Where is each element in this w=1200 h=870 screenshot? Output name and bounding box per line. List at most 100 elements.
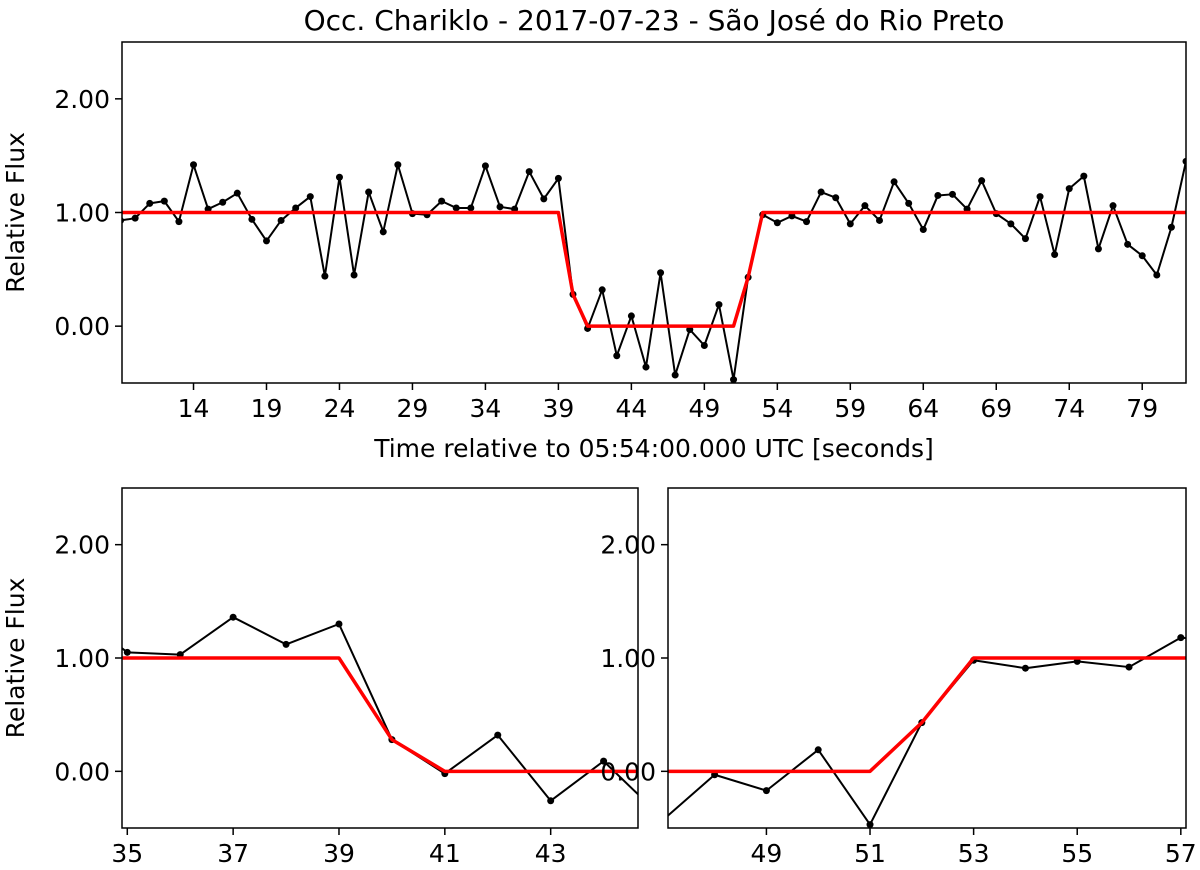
data-point — [600, 757, 608, 765]
axes-frame — [121, 487, 639, 829]
chart-title: Occ. Chariklo - 2017-07-23 - São José do… — [304, 4, 1005, 37]
y-tick-label: 0.00 — [600, 757, 656, 786]
y-tick-label: 1.00 — [600, 644, 656, 673]
data-point — [175, 218, 183, 226]
data-point — [292, 204, 300, 212]
data-point — [262, 237, 270, 245]
x-tick-label: 69 — [980, 394, 1012, 423]
data-point — [1177, 634, 1185, 642]
data-point — [494, 731, 502, 739]
data-point — [71, 608, 78, 615]
data-point — [659, 817, 666, 824]
data-point — [890, 178, 898, 186]
data-point — [481, 162, 489, 170]
data-point — [657, 269, 665, 277]
data-point — [1094, 245, 1102, 253]
data-point — [335, 173, 343, 181]
y-tick-label: 2.00 — [54, 531, 110, 560]
axes-frame — [667, 487, 1187, 829]
data-point — [229, 613, 237, 621]
data-point — [875, 216, 883, 224]
data-point — [306, 193, 314, 201]
data-point — [934, 191, 942, 199]
data-point — [277, 216, 285, 224]
data-point — [1138, 252, 1146, 260]
data-point — [642, 363, 650, 371]
plot-area — [659, 634, 1186, 828]
data-point — [613, 352, 621, 360]
x-tick-label: 49 — [751, 839, 783, 868]
data-point — [1065, 185, 1073, 193]
data-point — [554, 174, 562, 182]
y-tick-label: 2.00 — [54, 85, 110, 114]
x-tick-label: 19 — [251, 394, 283, 423]
data-point — [146, 199, 154, 207]
x-tick-label: 43 — [535, 839, 567, 868]
data-point — [1109, 202, 1117, 210]
data-point — [627, 312, 635, 320]
panel: 0.00 1.00 2.00 35 37 39 41 43 Relative Flux — [1, 487, 660, 868]
data-point — [1036, 193, 1044, 201]
x-tick-label: 41 — [429, 839, 461, 868]
data-point — [540, 195, 548, 203]
data-point — [248, 215, 256, 223]
data-point — [467, 204, 475, 212]
x-tick-label: 24 — [324, 394, 356, 423]
x-tick-label: 49 — [688, 394, 720, 423]
data-point — [496, 203, 504, 211]
data-point — [160, 197, 168, 205]
x-tick-label: 14 — [178, 394, 210, 423]
data-point — [547, 797, 555, 805]
x-tick-label: 55 — [1061, 839, 1093, 868]
plot-area — [71, 608, 660, 816]
x-tick-label: 74 — [1053, 394, 1085, 423]
data-point — [350, 271, 358, 279]
data-point — [219, 198, 227, 206]
x-tick-label: 57 — [1165, 839, 1197, 868]
data-point — [438, 197, 446, 205]
data-point — [335, 620, 343, 628]
data-point — [321, 272, 329, 280]
axes-frame — [121, 41, 1187, 384]
data-point — [832, 194, 840, 202]
data-point — [861, 202, 869, 210]
x-tick-label: 39 — [323, 839, 355, 868]
data-point — [123, 648, 131, 656]
x-tick-label: 54 — [761, 394, 793, 423]
data-point — [773, 219, 781, 227]
data-point — [452, 204, 460, 212]
x-tick-label: 64 — [907, 394, 939, 423]
x-tick-label: 39 — [542, 394, 574, 423]
y-tick-label: 2.00 — [600, 531, 656, 560]
y-tick-label: 1.00 — [54, 644, 110, 673]
data-point — [131, 214, 139, 222]
x-tick-label: 53 — [958, 839, 990, 868]
data-point — [1021, 664, 1029, 672]
data-point — [122, 217, 125, 224]
data-point — [948, 190, 956, 198]
y-axis-label: Relative Flux — [1, 578, 30, 739]
data-point — [803, 218, 811, 226]
data-point — [700, 341, 708, 349]
data-point — [1007, 220, 1015, 228]
x-tick-label: 59 — [834, 394, 866, 423]
series-line — [122, 616, 638, 802]
y-tick-label: 1.00 — [54, 199, 110, 228]
x-axis-label: Time relative to 05:54:00.000 UTC [secon… — [373, 434, 934, 463]
data-point — [1167, 223, 1175, 231]
panel: 0.00 1.00 2.00 14 19 24 29 34 39 44 49 54 59 64 69 74 79… — [1, 4, 1187, 463]
data-point — [379, 228, 387, 236]
y-axis-label: Relative Flux — [1, 132, 30, 293]
data-point — [817, 188, 825, 196]
data-point — [866, 821, 874, 828]
data-point — [365, 188, 373, 196]
data-point — [190, 161, 198, 169]
data-point — [653, 809, 660, 816]
x-tick-label: 79 — [1126, 394, 1158, 423]
plot-area — [122, 157, 1186, 383]
data-point — [1153, 271, 1161, 279]
data-point — [1051, 251, 1059, 259]
x-tick-label: 37 — [217, 839, 249, 868]
data-point — [1080, 172, 1088, 180]
